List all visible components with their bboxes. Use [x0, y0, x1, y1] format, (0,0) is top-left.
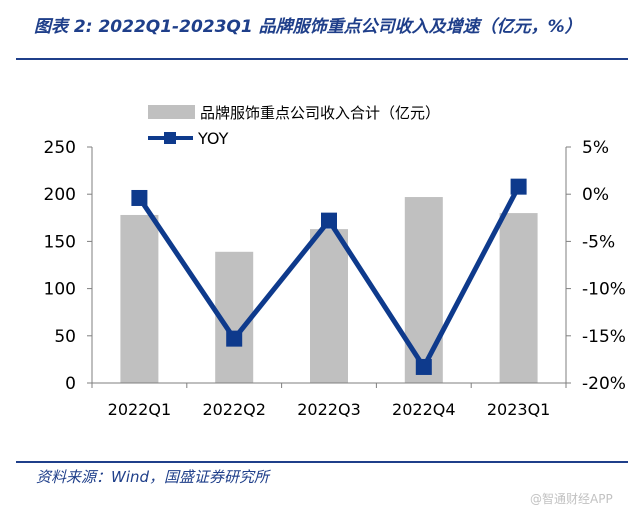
- bar-2022q4: [404, 197, 443, 383]
- yoy-point-2022q1: [131, 189, 148, 206]
- title-rule: [16, 58, 628, 60]
- source-note: 资料来源：Wind，国盛证券研究所: [36, 468, 270, 486]
- x-tick-label: 2023Q1: [487, 400, 551, 419]
- figure-title: 图表 2: 2022Q1-2023Q1 品牌服饰重点公司收入及增速（亿元，%）: [34, 17, 582, 37]
- legend-line-marker: [164, 132, 176, 144]
- y-right-tick-label: -20%: [582, 374, 626, 394]
- legend-bar-swatch: [148, 105, 195, 119]
- bar-2022q1: [120, 214, 159, 383]
- y-right-tick-label: 5%: [582, 138, 609, 158]
- yoy-point-2023q1: [510, 178, 527, 195]
- bar-2022q3: [310, 229, 348, 383]
- yoy-point-2022q4: [415, 358, 432, 375]
- y-right-tick-label: -5%: [582, 232, 615, 252]
- x-tick-label: 2022Q3: [297, 400, 361, 419]
- y-left-tick-label: 0: [65, 374, 76, 394]
- x-tick-label: 2022Q2: [202, 400, 266, 419]
- y-left-tick-label: 200: [44, 185, 76, 205]
- source-rule: [16, 461, 628, 463]
- y-left-tick-label: 150: [44, 232, 76, 252]
- y-left-tick-label: 100: [44, 280, 76, 300]
- bar-2023q1: [499, 213, 538, 383]
- y-right-tick-label: -15%: [582, 327, 626, 347]
- yoy-point-2022q2: [226, 330, 243, 347]
- y-left-tick-label: 250: [44, 138, 76, 158]
- watermark: @智通财经APP: [530, 492, 613, 506]
- y-right-tick-label: 0%: [582, 185, 609, 205]
- y-right-tick-label: -10%: [582, 280, 626, 300]
- y-left-tick-label: 50: [54, 327, 76, 347]
- x-tick-label: 2022Q4: [392, 400, 456, 419]
- legend-line-label: YOY: [197, 129, 229, 148]
- yoy-point-2022q3: [321, 212, 337, 229]
- x-tick-label: 2022Q1: [108, 400, 172, 419]
- legend-bar-label: 品牌服饰重点公司收入合计（亿元）: [200, 104, 440, 122]
- chart-legend: 品牌服饰重点公司收入合计（亿元） YOY: [148, 104, 440, 148]
